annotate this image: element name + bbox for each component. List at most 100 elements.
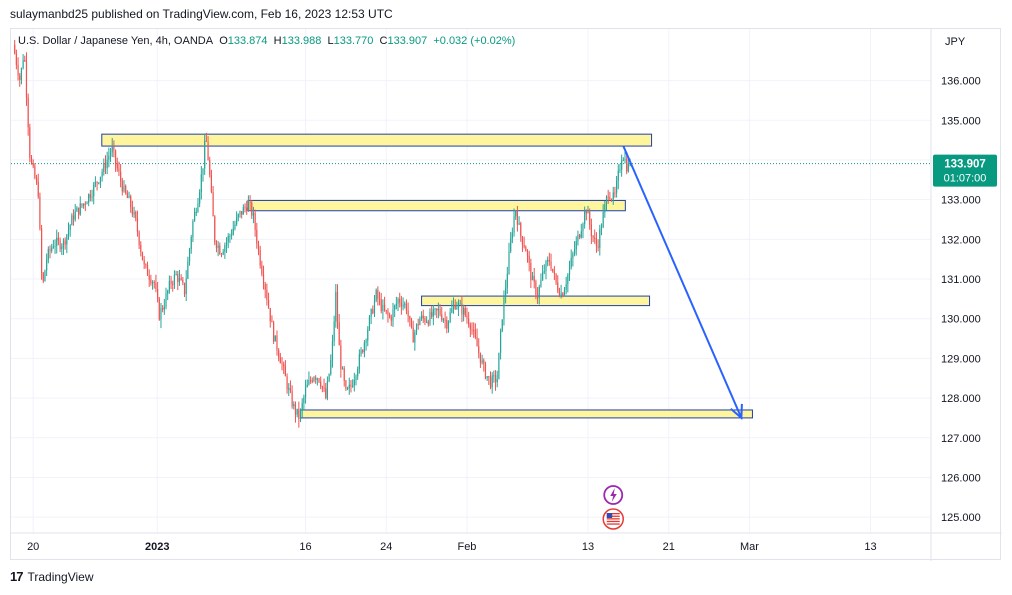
candle-body bbox=[303, 397, 305, 404]
candle-body bbox=[420, 315, 423, 319]
candle-body bbox=[271, 321, 273, 323]
candle-body bbox=[333, 321, 335, 342]
candle-body bbox=[429, 312, 431, 325]
tradingview-logo-icon: 17 bbox=[10, 569, 24, 584]
price-chart[interactable]: 136.000135.000134.000133.000132.000131.0… bbox=[11, 29, 1002, 561]
close-label: C bbox=[379, 35, 388, 47]
candle-body bbox=[182, 279, 184, 283]
candle-body bbox=[318, 378, 320, 382]
candle-body bbox=[432, 309, 434, 317]
us-flag-event-icon[interactable] bbox=[602, 508, 624, 530]
candle-body bbox=[64, 240, 66, 245]
candle-body bbox=[328, 374, 330, 382]
candle-body bbox=[486, 376, 488, 379]
candle-body bbox=[461, 303, 463, 315]
candle-body bbox=[589, 211, 591, 225]
candle-body bbox=[336, 291, 339, 323]
support-resistance-zone[interactable] bbox=[247, 199, 626, 212]
candle-body bbox=[617, 170, 619, 181]
candle-body bbox=[466, 315, 468, 319]
candle-body bbox=[246, 207, 248, 212]
lightning-event-icon[interactable] bbox=[603, 485, 624, 505]
candle-body bbox=[619, 169, 621, 171]
support-resistance-zone[interactable] bbox=[300, 409, 753, 419]
candle-body bbox=[304, 387, 307, 398]
candle-body bbox=[513, 216, 515, 233]
candle-body bbox=[257, 243, 260, 250]
candle-body bbox=[331, 341, 334, 361]
candle-body bbox=[419, 318, 421, 325]
candle-body bbox=[150, 279, 152, 284]
candle-body bbox=[436, 308, 438, 311]
candle-body bbox=[273, 322, 275, 342]
candle-body bbox=[39, 196, 41, 229]
x-tick-label: 2023 bbox=[145, 541, 169, 553]
candle-body bbox=[605, 196, 608, 204]
y-tick-label: 128.000 bbox=[941, 393, 981, 405]
candle-body bbox=[493, 375, 495, 377]
candle-body bbox=[387, 311, 389, 316]
chart-frame[interactable]: 136.000135.000134.000133.000132.000131.0… bbox=[10, 28, 1002, 561]
flag-stripe bbox=[606, 520, 620, 523]
candle-body bbox=[545, 261, 547, 272]
candle-body bbox=[79, 203, 81, 215]
candle-body bbox=[120, 171, 122, 182]
candle-body bbox=[600, 227, 603, 230]
countdown-label: 01:07:00 bbox=[944, 173, 987, 185]
candle-body bbox=[234, 224, 236, 229]
footer-brand[interactable]: 17 TradingView bbox=[10, 569, 94, 584]
candle-body bbox=[293, 404, 295, 407]
candle-body bbox=[409, 315, 411, 320]
candle-body bbox=[624, 159, 626, 161]
candle-body bbox=[37, 181, 39, 197]
candle-body bbox=[225, 241, 228, 246]
support-resistance-zone[interactable] bbox=[101, 133, 653, 147]
candle-body bbox=[232, 228, 234, 235]
candle-body bbox=[81, 203, 83, 206]
candle-body bbox=[108, 155, 110, 160]
candle-body bbox=[496, 379, 498, 383]
candle-body bbox=[402, 304, 404, 307]
symbol-name[interactable]: U.S. Dollar / Japanese Yen, 4h, OANDA bbox=[18, 35, 214, 47]
candle-body bbox=[54, 246, 56, 248]
candle-body bbox=[552, 268, 554, 272]
candle-body bbox=[148, 275, 150, 280]
y-tick-label: 133.000 bbox=[941, 195, 981, 207]
candle-body bbox=[530, 262, 532, 281]
projection-arrow-line[interactable] bbox=[622, 145, 743, 419]
candle-body bbox=[543, 271, 545, 273]
candle-body bbox=[407, 310, 409, 316]
candle-body bbox=[378, 298, 381, 300]
candle-body bbox=[204, 140, 206, 169]
candle-body bbox=[607, 196, 609, 198]
candle-body bbox=[138, 231, 140, 245]
candle-body bbox=[457, 303, 460, 308]
candle-body bbox=[66, 234, 68, 245]
candle-body bbox=[40, 228, 43, 274]
candle-body bbox=[452, 304, 455, 309]
candle-body bbox=[536, 294, 539, 298]
candle-body bbox=[582, 224, 584, 232]
candle-body bbox=[215, 242, 218, 248]
candle-body bbox=[321, 386, 323, 388]
candle-body bbox=[214, 216, 216, 243]
candle-body bbox=[437, 308, 439, 311]
candle-body bbox=[172, 284, 174, 286]
candle-body bbox=[205, 140, 207, 142]
candle-body bbox=[579, 234, 581, 238]
candle-body bbox=[241, 211, 243, 215]
candle-body bbox=[626, 159, 628, 172]
candle-body bbox=[313, 377, 315, 382]
y-tick-label: 130.000 bbox=[941, 314, 981, 326]
candle-body bbox=[426, 321, 428, 323]
y-tick-label: 127.000 bbox=[941, 433, 981, 445]
candle-body bbox=[353, 379, 355, 386]
candle-body bbox=[35, 177, 38, 182]
candle-body bbox=[360, 350, 362, 355]
candle-body bbox=[299, 410, 302, 420]
candle-body bbox=[249, 202, 251, 204]
candle-body bbox=[145, 264, 147, 266]
candle-body bbox=[615, 180, 618, 193]
candle-body bbox=[310, 380, 312, 382]
candle-body bbox=[212, 192, 214, 217]
